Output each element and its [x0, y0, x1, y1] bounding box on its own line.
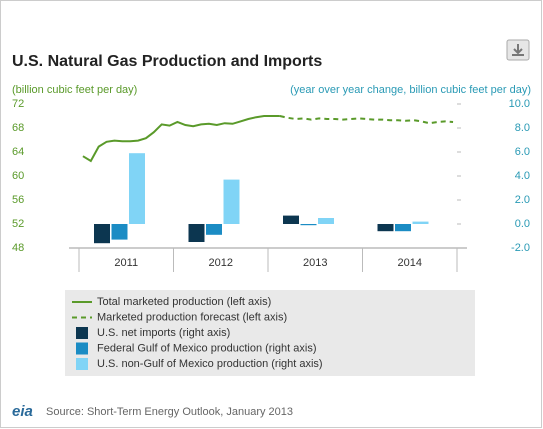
- legend-marker: [76, 358, 88, 370]
- y2-tick-label: 6.0: [515, 146, 530, 158]
- bar: [377, 224, 394, 232]
- x-tick-label: 2012: [209, 257, 233, 269]
- y-tick-label: 60: [12, 170, 24, 182]
- legend-marker: [76, 327, 88, 339]
- logo: eia: [12, 403, 33, 420]
- source: Source: Short-Term Energy Outlook, Janua…: [46, 406, 293, 418]
- y-tick-label: 52: [12, 218, 24, 230]
- bar: [412, 221, 429, 224]
- bar: [129, 153, 145, 224]
- y-tick-label: 68: [12, 122, 24, 134]
- bar: [318, 218, 334, 224]
- x-tick-label: 2014: [398, 257, 422, 269]
- y2-tick-label: -2.0: [511, 242, 530, 254]
- legend-box: [65, 290, 475, 376]
- chart-title: U.S. Natural Gas Production and Imports: [12, 53, 322, 70]
- bar: [223, 179, 240, 224]
- line: [82, 115, 280, 163]
- legend-label: Total marketed production (left axis): [97, 296, 271, 308]
- legend-label: Marketed production forecast (left axis): [97, 311, 287, 323]
- download-button[interactable]: [506, 39, 530, 61]
- legend-marker: [76, 342, 88, 355]
- y2-tick-label: 10.0: [509, 98, 530, 110]
- x-tick-label: 2011: [114, 257, 138, 269]
- x-tick-label: 2013: [303, 257, 327, 269]
- left-axis-label: (billion cubic feet per day): [12, 84, 137, 96]
- bar: [111, 224, 128, 240]
- y2-tick-label: 8.0: [515, 122, 530, 134]
- line: [279, 115, 454, 125]
- y2-tick-label: 2.0: [515, 194, 530, 206]
- y-tick-label: 64: [12, 146, 24, 158]
- y2-tick-label: 4.0: [515, 170, 530, 182]
- bar: [94, 224, 110, 244]
- legend-label: U.S. non-Gulf of Mexico production (righ…: [97, 358, 323, 370]
- bar: [300, 224, 317, 226]
- legend-label: U.S. net imports (right axis): [97, 327, 230, 339]
- y-tick-label: 72: [12, 98, 24, 110]
- bar: [395, 224, 411, 232]
- bar: [206, 224, 222, 235]
- legend-label: Federal Gulf of Mexico production (right…: [97, 342, 316, 354]
- y2-tick-label: 0.0: [515, 218, 530, 230]
- right-axis-label: (year over year change, billion cubic fe…: [290, 84, 531, 96]
- bar: [188, 224, 205, 242]
- y-tick-label: 56: [12, 194, 24, 206]
- bar: [283, 215, 299, 224]
- y-tick-label: 48: [12, 242, 24, 254]
